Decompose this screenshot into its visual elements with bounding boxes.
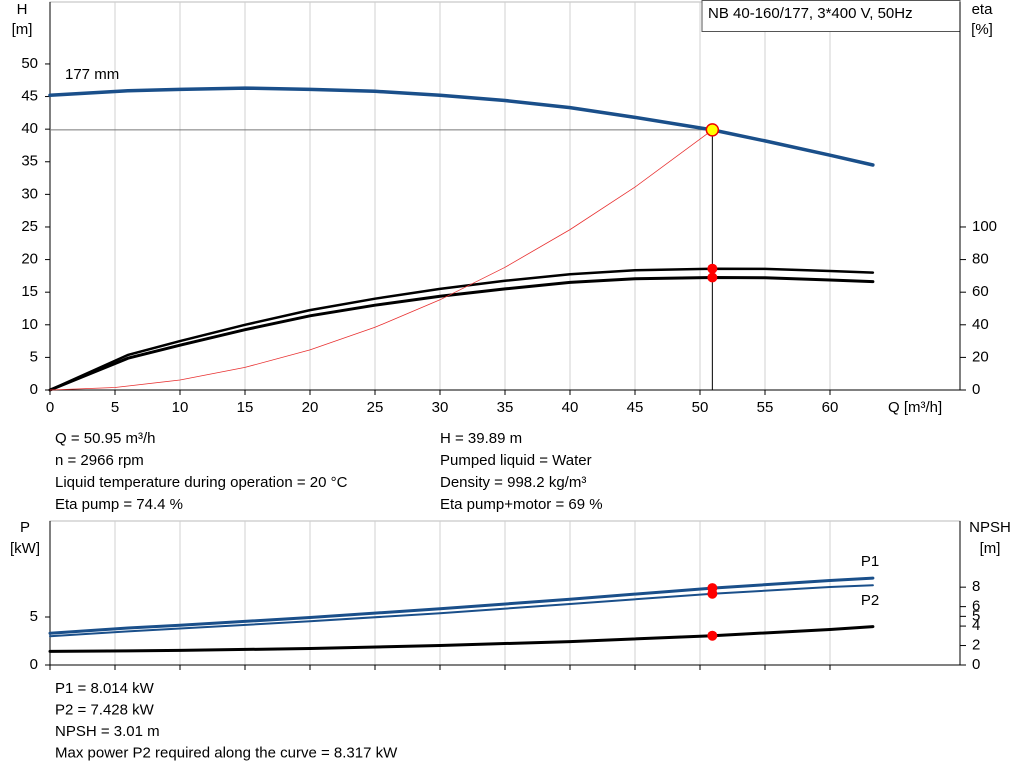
x-tick-label: 0: [46, 399, 54, 416]
y-tick-label: 5: [30, 608, 38, 625]
x-tick-label: 35: [497, 399, 514, 416]
chart-title: NB 40-160/177, 3*400 V, 50Hz: [708, 5, 913, 22]
y2-tick-label: 60: [972, 283, 989, 300]
y-axis-label: H: [17, 1, 28, 18]
x-tick-label: 30: [432, 399, 449, 416]
y2-tick-label: 2: [972, 637, 980, 654]
y-tick-label: 25: [21, 218, 38, 235]
title-box: [701, 0, 961, 32]
y2-tick-label: 8: [972, 578, 980, 595]
y-tick-label: 10: [21, 316, 38, 333]
x-tick-label: 15: [237, 399, 254, 416]
info-text: P2 = 7.428 kW: [55, 701, 155, 718]
info-text: Pumped liquid = Water: [440, 452, 592, 469]
x-tick-label: 5: [111, 399, 119, 416]
y2-axis-label: [%]: [971, 21, 993, 38]
curve-label: P2: [861, 592, 879, 609]
info-text: Max power P2 required along the curve = …: [55, 744, 398, 761]
info-text: NPSH = 3.01 m: [55, 723, 160, 740]
y2-tick-label: 5: [972, 607, 980, 624]
curve-label: P1: [861, 553, 879, 570]
info-text: Eta pump = 74.4 %: [55, 496, 183, 513]
series-line: [49, 129, 713, 391]
info-text: Density = 998.2 kg/m³: [440, 474, 586, 491]
curve-label: 177 mm: [65, 66, 119, 83]
y-tick-label: 45: [21, 88, 38, 105]
x-tick-label: 20: [302, 399, 319, 416]
series-line: [48, 275, 875, 392]
x-axis-label: Q [m³/h]: [888, 399, 942, 416]
y-tick-label: 30: [21, 185, 38, 202]
y-tick-label: 35: [21, 153, 38, 170]
y2-tick-label: 40: [972, 316, 989, 333]
y2-tick-label: 0: [972, 656, 980, 673]
y-tick-label: 0: [30, 656, 38, 673]
series-line: [48, 267, 875, 392]
y-tick-label: 40: [21, 120, 38, 137]
x-tick-label: 45: [627, 399, 644, 416]
y2-tick-label: 0: [972, 381, 980, 398]
y2-tick-label: 100: [972, 218, 997, 235]
y2-tick-label: 80: [972, 251, 989, 268]
x-tick-label: 55: [757, 399, 774, 416]
y2-axis-label: NPSH: [969, 519, 1011, 536]
series-line: [48, 625, 875, 653]
info-text: n = 2966 rpm: [55, 452, 144, 469]
y-tick-label: 15: [21, 283, 38, 300]
operating-point: [705, 123, 720, 137]
point-marker: [707, 263, 718, 274]
y-axis-label: [kW]: [10, 540, 40, 557]
y-tick-label: 5: [30, 348, 38, 365]
x-tick-label: 40: [562, 399, 579, 416]
x-tick-label: 10: [172, 399, 189, 416]
info-text: P1 = 8.014 kW: [55, 680, 155, 697]
x-tick-label: 60: [822, 399, 839, 416]
series-line: [48, 86, 875, 167]
point-marker: [707, 588, 718, 599]
y2-axis-label: [m]: [980, 540, 1001, 557]
y-axis-label: P: [20, 519, 30, 536]
y2-tick-label: 20: [972, 348, 989, 365]
info-text: Liquid temperature during operation = 20…: [55, 474, 348, 491]
y-tick-label: 0: [30, 381, 38, 398]
point-marker: [707, 630, 718, 641]
info-text: Eta pump+motor = 69 %: [440, 496, 603, 513]
y-axis-label: [m]: [12, 21, 33, 38]
info-text: Q = 50.95 m³/h: [55, 430, 155, 447]
series-line: [48, 576, 875, 635]
info-text: H = 39.89 m: [440, 430, 522, 447]
x-tick-label: 50: [692, 399, 709, 416]
x-tick-label: 25: [367, 399, 384, 416]
y2-axis-label: eta: [972, 1, 994, 18]
y-tick-label: 50: [21, 55, 38, 72]
y2-tick-label: 4: [972, 617, 980, 634]
y-tick-label: 20: [21, 251, 38, 268]
point-marker: [707, 272, 718, 283]
y2-tick-label: 6: [972, 598, 980, 615]
series-line: [49, 584, 874, 638]
